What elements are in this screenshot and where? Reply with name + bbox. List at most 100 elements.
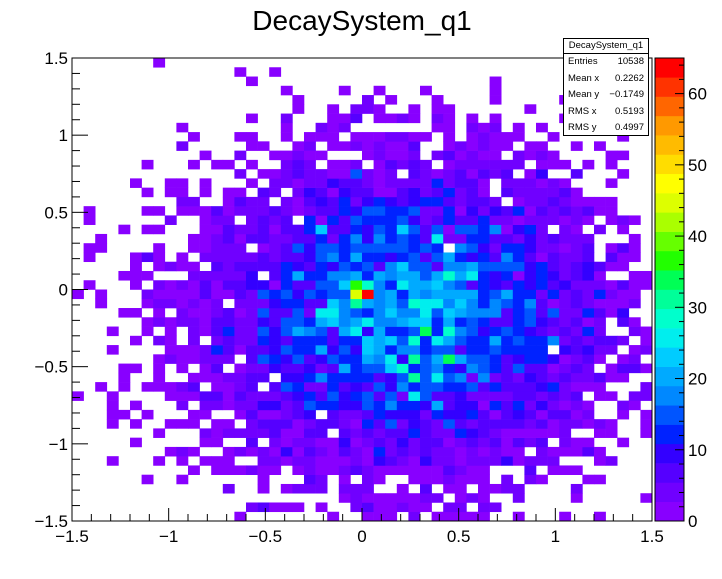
heatmap-cell xyxy=(362,298,374,309)
heatmap-cell xyxy=(501,233,514,244)
heatmap-cell xyxy=(559,382,572,392)
heatmap-cell xyxy=(222,446,235,457)
heatmap-cell xyxy=(246,233,258,244)
heatmap-cell xyxy=(524,224,537,235)
heatmap-cell xyxy=(130,308,142,318)
heatmap-cell xyxy=(315,502,328,513)
heatmap-cell xyxy=(83,252,96,263)
heatmap-cell xyxy=(246,298,258,309)
heatmap-cell xyxy=(501,270,514,281)
heatmap-cell xyxy=(501,428,514,438)
heatmap-cell xyxy=(338,270,351,281)
heatmap-cell xyxy=(280,252,293,263)
heatmap-cell xyxy=(408,419,421,429)
heatmap-cell xyxy=(501,206,514,216)
heatmap-cell xyxy=(385,326,398,337)
heatmap-cell xyxy=(350,252,363,263)
heatmap-cell xyxy=(594,354,606,364)
heatmap-cell xyxy=(338,493,351,503)
heatmap-cell xyxy=(188,206,200,216)
heatmap-cell xyxy=(373,159,386,170)
heatmap-cell xyxy=(199,252,212,263)
heatmap-cell xyxy=(466,419,479,429)
heatmap-cell xyxy=(362,132,374,142)
heatmap-cell xyxy=(396,233,409,244)
heatmap-cell xyxy=(211,289,224,300)
heatmap-cell xyxy=(385,298,398,309)
heatmap-cell xyxy=(222,159,235,170)
heatmap-cell xyxy=(350,178,363,188)
heatmap-cell xyxy=(106,409,119,420)
heatmap-cell xyxy=(443,196,456,207)
heatmap-cell xyxy=(176,391,189,401)
heatmap-cell xyxy=(431,122,444,133)
heatmap-cell xyxy=(327,280,340,290)
heatmap-cell xyxy=(153,428,166,438)
heatmap-cell xyxy=(420,233,432,244)
heatmap-cell xyxy=(211,391,224,401)
heatmap-cell xyxy=(222,335,235,346)
heatmap-cell xyxy=(536,270,548,281)
heatmap-cell xyxy=(153,243,166,253)
heatmap-cell xyxy=(454,326,467,337)
heatmap-cell xyxy=(211,456,224,466)
heatmap-cell xyxy=(362,169,374,179)
heatmap-cell xyxy=(570,354,583,364)
heatmap-cell xyxy=(315,428,328,438)
heatmap-cell xyxy=(582,159,595,170)
x-tick-label: 1 xyxy=(551,527,560,546)
heatmap-cell xyxy=(373,465,386,475)
heatmap-cell xyxy=(327,104,340,114)
heatmap-cell xyxy=(536,409,548,420)
heatmap-cell xyxy=(431,206,444,216)
heatmap-cell xyxy=(396,215,409,225)
heatmap-cell xyxy=(559,280,572,290)
heatmap-cell xyxy=(454,308,467,318)
heatmap-cell xyxy=(350,382,363,392)
heatmap-cell xyxy=(188,196,200,207)
heatmap-cell xyxy=(524,206,537,216)
heatmap-cell xyxy=(512,243,525,253)
heatmap-cell xyxy=(153,206,166,216)
heatmap-cell xyxy=(443,409,456,420)
heatmap-cell xyxy=(118,363,131,374)
heatmap-cell xyxy=(338,169,351,179)
heatmap-cell xyxy=(466,354,479,364)
heatmap-cell xyxy=(420,474,432,485)
heatmap-cell xyxy=(489,363,502,374)
heatmap-cell xyxy=(524,474,537,485)
heatmap-cell xyxy=(304,391,316,401)
heatmap-cell xyxy=(478,465,490,475)
heatmap-cell xyxy=(385,419,398,429)
heatmap-cell xyxy=(617,261,630,272)
heatmap-cell xyxy=(489,335,502,346)
heatmap-cell xyxy=(547,215,560,225)
heatmap-cell xyxy=(153,372,166,383)
heatmap-cell xyxy=(431,456,444,466)
heatmap-cell xyxy=(466,391,479,401)
heatmap-cell xyxy=(420,159,432,170)
heatmap-cell xyxy=(536,446,548,457)
palette-band xyxy=(655,231,684,252)
heatmap-cell xyxy=(570,261,583,272)
heatmap-cell xyxy=(582,335,595,346)
heatmap-cell xyxy=(234,400,247,411)
heatmap-cell xyxy=(443,169,456,179)
palette-band xyxy=(655,135,684,155)
heatmap-cell xyxy=(454,150,467,161)
heatmap-cell xyxy=(315,419,328,429)
heatmap-cell xyxy=(396,428,409,438)
heatmap-cell xyxy=(315,326,328,337)
heatmap-cell xyxy=(640,419,653,429)
z-tick-label: 10 xyxy=(688,441,707,460)
heatmap-cell xyxy=(512,308,525,318)
heatmap-cell xyxy=(512,446,525,457)
heatmap-cell xyxy=(466,446,479,457)
heatmap-cell xyxy=(362,382,374,392)
heatmap-cell xyxy=(385,502,398,513)
heatmap-cell xyxy=(188,391,200,401)
heatmap-cell xyxy=(280,345,293,355)
heatmap-cell xyxy=(153,280,166,290)
heatmap-cell xyxy=(547,456,560,466)
heatmap-cell xyxy=(350,141,363,151)
